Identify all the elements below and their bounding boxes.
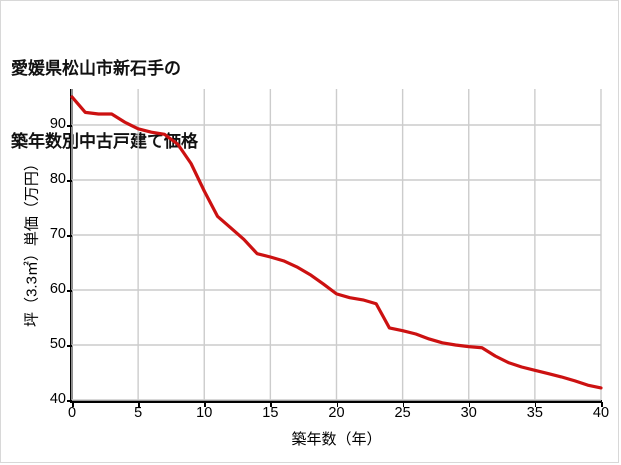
- x-tick-mark: [468, 402, 471, 407]
- y-tick-label: 90: [49, 116, 66, 132]
- x-tick-mark: [204, 402, 206, 407]
- y-axis-spine: [70, 89, 73, 402]
- y-tick-mark: [67, 125, 72, 127]
- chart-title-line-2: 築年数別中古戸建て価格: [11, 131, 198, 151]
- chart-title-line-1: 愛媛県松山市新石手の: [11, 59, 181, 79]
- grid-lines: [71, 89, 602, 401]
- x-axis-spine: [70, 400, 602, 403]
- x-tick-mark: [601, 402, 603, 407]
- x-tick-label: 10: [196, 405, 213, 421]
- x-tick-mark: [72, 402, 74, 407]
- x-tick-mark: [534, 402, 537, 407]
- plot-area: [70, 89, 603, 401]
- x-tick-mark: [138, 402, 140, 407]
- x-tick-label: 5: [134, 405, 143, 421]
- x-tick-mark: [336, 402, 339, 407]
- x-tick-label: 20: [328, 405, 345, 421]
- y-tick-mark: [67, 290, 72, 292]
- x-tick-mark: [402, 402, 405, 407]
- chart-title: 愛媛県松山市新石手の 築年数別中古戸建て価格: [11, 9, 198, 202]
- y-tick-label: 50: [49, 336, 66, 352]
- price-line: [70, 95, 603, 390]
- y-tick-mark: [67, 400, 72, 402]
- y-axis-title: 坪（3.3㎡）単価（万円）: [23, 156, 41, 327]
- y-tick-label: 60: [49, 281, 66, 297]
- y-tick-label: 80: [49, 171, 66, 187]
- data-line-series: [70, 95, 603, 390]
- x-tick-label: 40: [592, 405, 610, 421]
- x-tick-label: 25: [394, 405, 411, 421]
- x-tick-mark: [270, 402, 272, 407]
- x-tick-label: 0: [67, 405, 77, 421]
- x-tick-label: 35: [526, 405, 543, 421]
- y-tick-label: 70: [49, 226, 66, 242]
- y-tick-label: 40: [49, 391, 66, 407]
- y-tick-mark: [67, 345, 72, 347]
- y-axis-tick-labels: 40 50 60 70 80 90: [36, 1, 66, 464]
- y-tick-mark: [67, 180, 72, 182]
- x-tick-label: 30: [460, 405, 477, 421]
- y-tick-mark: [67, 235, 72, 237]
- x-axis-title: 築年数（年）: [291, 431, 382, 448]
- y-axis-title-wrapper: 坪（3.3㎡）単価（万円）: [1, 111, 41, 371]
- x-tick-label: 15: [262, 405, 279, 421]
